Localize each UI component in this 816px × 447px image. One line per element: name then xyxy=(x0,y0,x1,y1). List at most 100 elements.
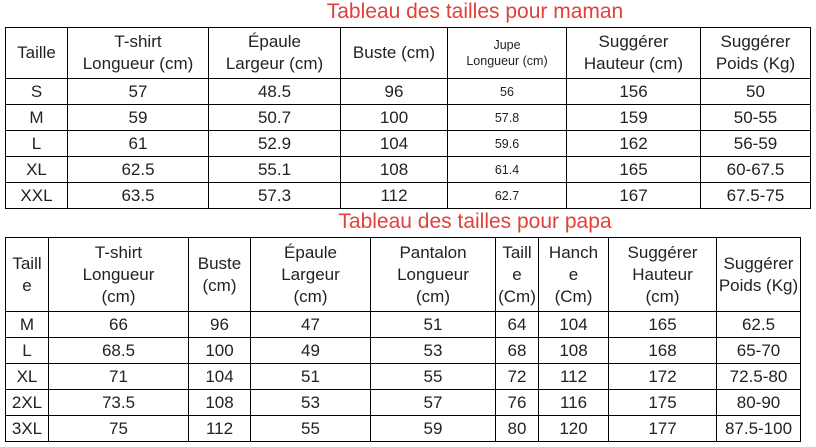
data-cell: 75 xyxy=(48,415,189,442)
data-cell: 159 xyxy=(566,104,701,131)
data-row: S 57 48.5 96 56 156 50 xyxy=(5,78,811,105)
data-cell: XXL xyxy=(5,182,68,209)
data-cell: XL xyxy=(5,156,68,183)
data-cell: 50 xyxy=(700,78,811,105)
data-cell: 72.5-80 xyxy=(716,363,801,390)
data-cell: 57 xyxy=(370,389,496,416)
data-cell: 167 xyxy=(566,182,701,209)
mom-title: Tableau des tailles pour maman xyxy=(326,0,624,23)
data-cell: 67.5-75 xyxy=(700,182,811,209)
data-cell: 48.5 xyxy=(208,78,341,105)
dad-title: Tableau des tailles pour papa xyxy=(338,210,612,233)
data-row: XL 71 104 51 55 72 112 172 72.5-80 xyxy=(5,363,801,390)
header-cell: Suggérer Poids (Kg) xyxy=(716,237,801,312)
data-cell: 116 xyxy=(538,389,609,416)
data-cell: 96 xyxy=(188,311,251,338)
data-cell: 62.5 xyxy=(67,156,209,183)
data-cell: 87.5-100 xyxy=(716,415,801,442)
header-cell: T-shirt Longueur (cm) xyxy=(48,237,189,312)
data-cell: L xyxy=(5,337,49,364)
data-cell: 51 xyxy=(250,363,371,390)
header-cell: Épaule Largeur (cm) xyxy=(208,27,341,79)
data-cell: 177 xyxy=(608,415,717,442)
data-cell: 61.4 xyxy=(447,156,567,183)
data-row: 2XL 73.5 108 53 57 76 116 175 80-90 xyxy=(5,389,801,416)
data-row: L 68.5 100 49 53 68 108 168 65-70 xyxy=(5,337,801,364)
data-cell: 61 xyxy=(67,130,209,157)
data-cell: 63.5 xyxy=(67,182,209,209)
header-cell: Suggérer Hauteur (cm) xyxy=(566,27,701,79)
data-cell: 59.6 xyxy=(447,130,567,157)
mom-table: Taille T-shirt Longueur (cm) Épaule Largeu… xyxy=(5,27,811,209)
data-cell: 104 xyxy=(188,363,251,390)
data-row: XXL 63.5 57.3 112 62.7 167 67.5-75 xyxy=(5,182,811,209)
data-cell: 100 xyxy=(340,104,448,131)
data-cell: 65-70 xyxy=(716,337,801,364)
data-cell: 64 xyxy=(495,311,539,338)
data-cell: 47 xyxy=(250,311,371,338)
header-cell: Hanch e (Cm) xyxy=(538,237,609,312)
data-cell: 56-59 xyxy=(700,130,811,157)
data-cell: 56 xyxy=(447,78,567,105)
data-cell: 59 xyxy=(67,104,209,131)
data-cell: 72 xyxy=(495,363,539,390)
data-cell: 165 xyxy=(566,156,701,183)
header-cell: Suggérer Poids (Kg) xyxy=(700,27,811,79)
data-cell: 55 xyxy=(250,415,371,442)
dad-table: Taill e T-shirt Longueur (cm) Buste (cm) Ép… xyxy=(5,237,801,442)
data-cell: 55 xyxy=(370,363,496,390)
data-cell: 112 xyxy=(340,182,448,209)
data-cell: 156 xyxy=(566,78,701,105)
header-cell: Buste (cm) xyxy=(340,27,448,79)
data-cell: S xyxy=(5,78,68,105)
data-cell: 51 xyxy=(370,311,496,338)
data-cell: 175 xyxy=(608,389,717,416)
data-cell: M xyxy=(5,311,49,338)
data-row: L 61 52.9 104 59.6 162 56-59 xyxy=(5,130,811,157)
data-cell: 59 xyxy=(370,415,496,442)
data-cell: 62.7 xyxy=(447,182,567,209)
data-cell: L xyxy=(5,130,68,157)
data-cell: 120 xyxy=(538,415,609,442)
data-cell: M xyxy=(5,104,68,131)
data-cell: 57 xyxy=(67,78,209,105)
header-cell: Taill e xyxy=(5,237,49,312)
data-cell: 165 xyxy=(608,311,717,338)
data-cell: 57.3 xyxy=(208,182,341,209)
data-cell: 60-67.5 xyxy=(700,156,811,183)
data-cell: 68.5 xyxy=(48,337,189,364)
data-cell: 76 xyxy=(495,389,539,416)
header-cell: Buste (cm) xyxy=(188,237,251,312)
data-row: XL 62.5 55.1 108 61.4 165 60-67.5 xyxy=(5,156,811,183)
data-cell: 53 xyxy=(250,389,371,416)
data-cell: 100 xyxy=(188,337,251,364)
data-cell: 52.9 xyxy=(208,130,341,157)
data-cell: 104 xyxy=(538,311,609,338)
data-cell: 108 xyxy=(538,337,609,364)
data-cell: 168 xyxy=(608,337,717,364)
data-cell: 49 xyxy=(250,337,371,364)
data-cell: 104 xyxy=(340,130,448,157)
data-row: M 66 96 47 51 64 104 165 62.5 xyxy=(5,311,801,338)
data-cell: 112 xyxy=(538,363,609,390)
data-cell: 55.1 xyxy=(208,156,341,183)
data-cell: 96 xyxy=(340,78,448,105)
data-cell: 80-90 xyxy=(716,389,801,416)
data-cell: 3XL xyxy=(5,415,49,442)
data-row: M 59 50.7 100 57.8 159 50-55 xyxy=(5,104,811,131)
data-cell: XL xyxy=(5,363,49,390)
data-cell: 57.8 xyxy=(447,104,567,131)
data-cell: 71 xyxy=(48,363,189,390)
data-cell: 80 xyxy=(495,415,539,442)
data-cell: 112 xyxy=(188,415,251,442)
data-cell: 50.7 xyxy=(208,104,341,131)
data-cell: 62.5 xyxy=(716,311,801,338)
header-cell: Épaule Largeur (cm) xyxy=(250,237,371,312)
header-cell: Taill e (Cm) xyxy=(495,237,539,312)
header-row: Taille T-shirt Longueur (cm) Épaule Largeu… xyxy=(5,27,811,79)
header-cell: Suggérer Hauteur (cm) xyxy=(608,237,717,312)
header-cell: T-shirt Longueur (cm) xyxy=(67,27,209,79)
header-cell: Pantalon Longueur (cm) xyxy=(370,237,496,312)
header-cell: Taille xyxy=(5,27,68,79)
